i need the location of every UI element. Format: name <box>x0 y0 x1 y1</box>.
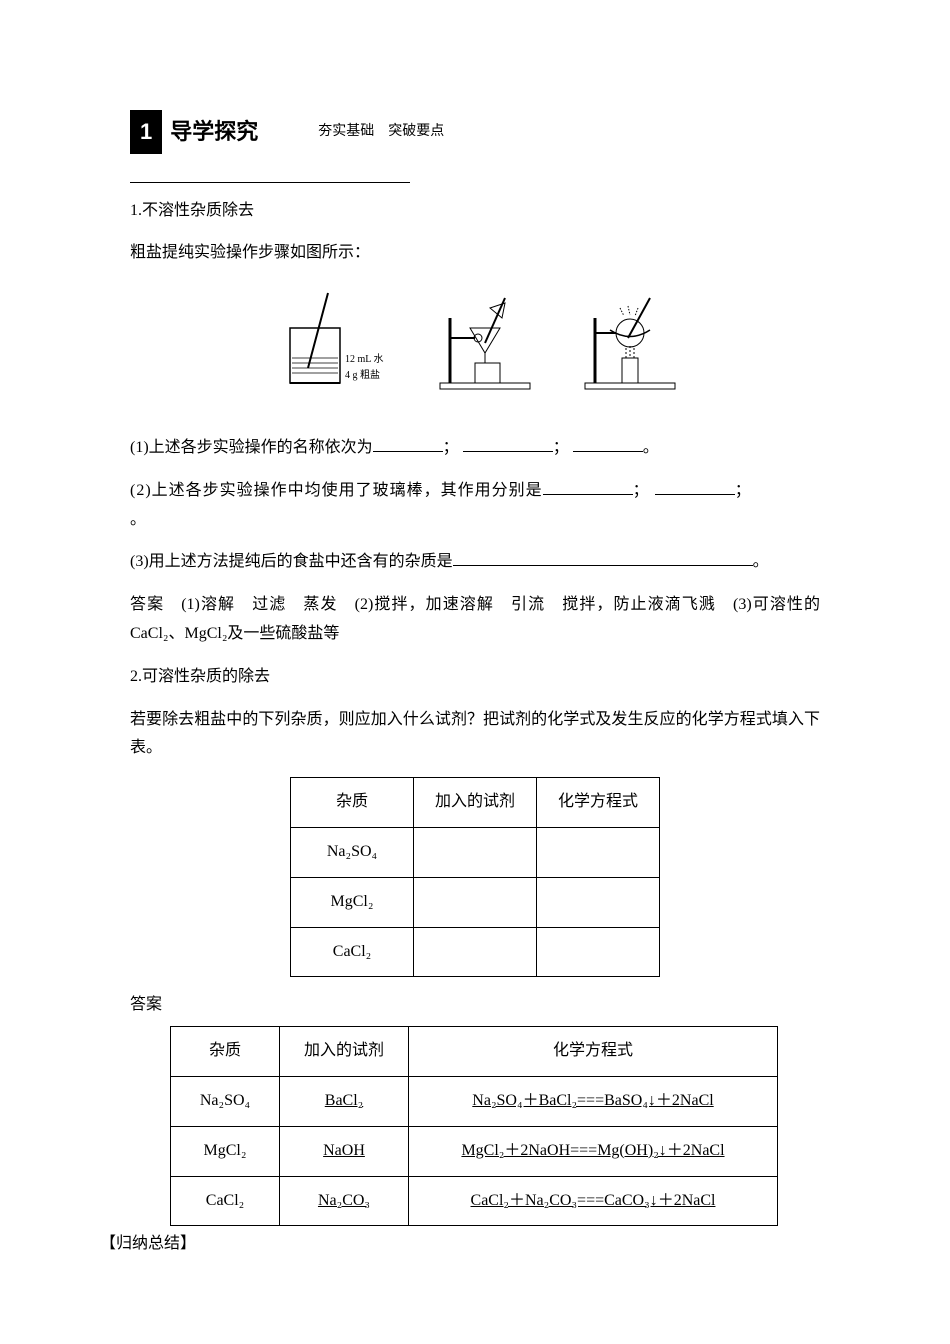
section-title: 导学探究 <box>170 112 258 152</box>
th-equation: 化学方程式 <box>537 778 660 828</box>
cell-equation: MgCl₂＋2NaOH===Mg(OH)₂↓＋2NaCl <box>409 1126 778 1176</box>
diagram-filter <box>430 288 540 409</box>
sep: ； <box>633 482 650 499</box>
answer-text: (1)溶解 过滤 蒸发 (2)搅拌，加速溶解 引流 搅拌，防止液滴飞溅 (3)可… <box>130 596 820 642</box>
cell-equation <box>537 877 660 927</box>
equation-text: MgCl₂＋2NaOH===Mg(OH)₂↓＋2NaCl <box>461 1142 724 1159</box>
answer-table: 杂质 加入的试剂 化学方程式 Na₂SO₄ BaCl₂ Na₂SO₄＋BaCl₂… <box>170 1026 778 1226</box>
s1-intro: 粗盐提纯实验操作步骤如图所示： <box>130 239 820 268</box>
th-impurity: 杂质 <box>171 1027 280 1077</box>
q2: (2)上述各步实验操作中均使用了玻璃棒，其作用分别是 ； ； 。 <box>130 477 820 535</box>
th-equation: 化学方程式 <box>409 1027 778 1077</box>
section-badge: 1 <box>130 110 162 154</box>
blank <box>655 478 735 495</box>
table-row: CaCl₂ <box>291 927 660 977</box>
cell-reagent <box>414 827 537 877</box>
cell-equation: Na₂SO₄＋BaCl₂===BaSO₄↓＋2NaCl <box>409 1076 778 1126</box>
diagram-row: 12 mL 水 4 g 粗盐 <box>130 288 820 409</box>
cell-reagent: Na₂CO₃ <box>280 1176 409 1226</box>
beaker-icon: 12 mL 水 4 g 粗盐 <box>270 288 390 398</box>
s2-intro: 若要除去粗盐中的下列杂质，则应加入什么试剂？把试剂的化学式及发生反应的化学方程式… <box>130 706 820 764</box>
blank <box>543 478 633 495</box>
cell-impurity: MgCl₂ <box>291 877 414 927</box>
table-row: 杂质 加入的试剂 化学方程式 <box>171 1027 778 1077</box>
table1-wrapper: 杂质 加入的试剂 化学方程式 Na₂SO₄ MgCl₂ CaCl₂ <box>130 777 820 977</box>
table-row: MgCl₂ <box>291 877 660 927</box>
cell-reagent <box>414 927 537 977</box>
diagram-dissolve: 12 mL 水 4 g 粗盐 <box>270 288 390 409</box>
blank <box>373 435 443 452</box>
cell-impurity: Na₂SO₄ <box>291 827 414 877</box>
table-row: Na₂SO₄ BaCl₂ Na₂SO₄＋BaCl₂===BaSO₄↓＋2NaCl <box>171 1076 778 1126</box>
cell-reagent <box>414 877 537 927</box>
q3-text: (3)用上述方法提纯后的食盐中还含有的杂质是 <box>130 553 453 570</box>
th-reagent: 加入的试剂 <box>414 778 537 828</box>
sep: ； <box>553 439 569 456</box>
cell-equation <box>537 827 660 877</box>
equation-text: Na₂SO₄＋BaCl₂===BaSO₄↓＋2NaCl <box>472 1092 713 1109</box>
blank <box>573 435 643 452</box>
q2-text: (2)上述各步实验操作中均使用了玻璃棒，其作用分别是 <box>130 482 543 499</box>
footer-summary: 【归纳总结】 <box>100 1230 820 1259</box>
filter-icon <box>430 288 540 398</box>
s2-answer-label: 答案 <box>130 991 820 1020</box>
diagram-evaporate <box>580 288 680 409</box>
sep: ； <box>735 482 752 499</box>
section-header-wrapper: 1 导学探究 夯实基础 突破要点 <box>130 110 820 183</box>
cell-reagent: NaOH <box>280 1126 409 1176</box>
end: 。 <box>130 511 147 528</box>
q1-text: (1)上述各步实验操作的名称依次为 <box>130 439 373 456</box>
sep: ； <box>443 439 459 456</box>
th-reagent: 加入的试剂 <box>280 1027 409 1077</box>
cell-impurity: MgCl₂ <box>171 1126 280 1176</box>
table-row: MgCl₂ NaOH MgCl₂＋2NaOH===Mg(OH)₂↓＋2NaCl <box>171 1126 778 1176</box>
end: 。 <box>643 439 659 456</box>
answer-label: 答案 <box>130 596 164 613</box>
document-page: 1 导学探究 夯实基础 突破要点 1.不溶性杂质除去 粗盐提纯实验操作步骤如图所… <box>0 0 950 1333</box>
end: 。 <box>753 553 769 570</box>
q3: (3)用上述方法提纯后的食盐中还含有的杂质是 。 <box>130 548 820 577</box>
table-row: Na₂SO₄ <box>291 827 660 877</box>
s2-heading: 2.可溶性杂质的除去 <box>130 663 820 692</box>
equation-text: CaCl₂＋Na₂CO₃===CaCO₃↓＋2NaCl <box>471 1192 716 1209</box>
reagent-text: NaOH <box>323 1142 365 1159</box>
th-impurity: 杂质 <box>291 778 414 828</box>
reagent-text: BaCl₂ <box>325 1092 363 1109</box>
label-salt: 4 g 粗盐 <box>345 368 380 381</box>
cell-impurity: CaCl₂ <box>291 927 414 977</box>
section-subtitle: 夯实基础 突破要点 <box>318 119 444 144</box>
s1-answer: 答案 (1)溶解 过滤 蒸发 (2)搅拌，加速溶解 引流 搅拌，防止液滴飞溅 (… <box>130 591 820 649</box>
reagent-text: Na₂CO₃ <box>318 1192 370 1209</box>
q1: (1)上述各步实验操作的名称依次为 ； ； 。 <box>130 434 820 463</box>
table-row: 杂质 加入的试剂 化学方程式 <box>291 778 660 828</box>
empty-table: 杂质 加入的试剂 化学方程式 Na₂SO₄ MgCl₂ CaCl₂ <box>290 777 660 977</box>
header-underline <box>130 182 410 183</box>
cell-equation <box>537 927 660 977</box>
cell-equation: CaCl₂＋Na₂CO₃===CaCO₃↓＋2NaCl <box>409 1176 778 1226</box>
evaporate-icon <box>580 288 680 398</box>
cell-impurity: Na₂SO₄ <box>171 1076 280 1126</box>
blank <box>463 435 553 452</box>
cell-reagent: BaCl₂ <box>280 1076 409 1126</box>
s1-heading: 1.不溶性杂质除去 <box>130 197 820 226</box>
cell-impurity: CaCl₂ <box>171 1176 280 1226</box>
section-header: 1 导学探究 夯实基础 突破要点 <box>130 110 820 154</box>
blank <box>453 549 753 566</box>
table-row: CaCl₂ Na₂CO₃ CaCl₂＋Na₂CO₃===CaCO₃↓＋2NaCl <box>171 1176 778 1226</box>
label-water: 12 mL 水 <box>345 353 384 365</box>
